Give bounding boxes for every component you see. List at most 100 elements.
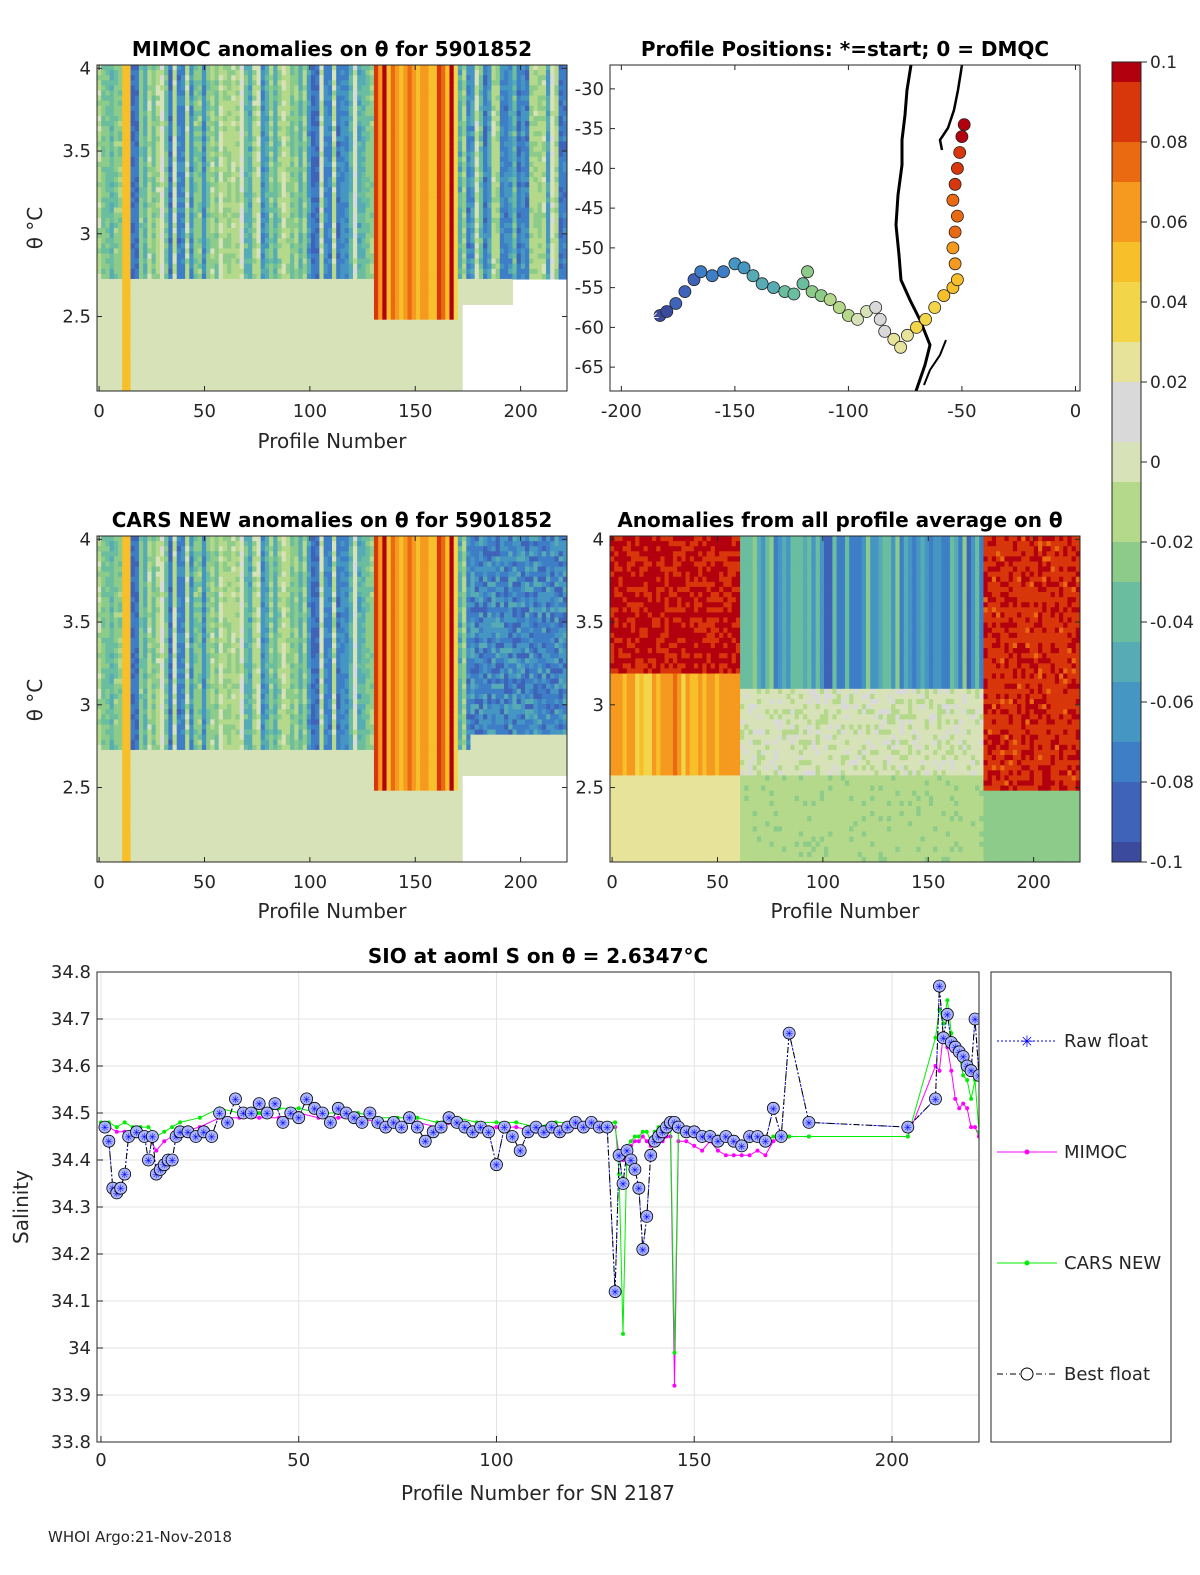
heat-cell [256, 110, 262, 117]
heat-cell [260, 65, 266, 71]
heat-cell [147, 65, 153, 71]
heat-cell [130, 304, 136, 311]
heat-cell [399, 309, 404, 316]
heat-cell [227, 278, 232, 285]
heat-cell [336, 268, 341, 275]
heat-cell [365, 156, 371, 163]
heat-cell [155, 329, 161, 336]
heat-cell [281, 273, 287, 280]
heat-cell [210, 121, 216, 127]
heat-cell [277, 146, 283, 153]
heat-cell [264, 100, 270, 107]
heat-cell [294, 304, 300, 311]
heat-cell [180, 258, 186, 265]
heat-cell [294, 171, 300, 178]
heat-cell [222, 187, 228, 193]
heat-cell [352, 131, 358, 137]
heat-cell [403, 248, 409, 255]
heat-cell [411, 299, 417, 305]
heat-cell [109, 177, 115, 183]
heat-cell [273, 273, 279, 280]
heat-cell [269, 253, 274, 260]
heat-cell [411, 90, 417, 97]
heat-cell [164, 115, 169, 122]
heat-cell [302, 350, 308, 356]
heat-cell [189, 294, 195, 300]
heat-cell [201, 355, 207, 362]
heat-cell [277, 360, 283, 367]
heat-cell [394, 385, 400, 391]
heat-cell [344, 212, 350, 219]
heat-cell [227, 263, 232, 270]
heat-cell [332, 233, 337, 239]
heat-cell [227, 365, 232, 372]
heat-cell [386, 131, 392, 137]
heat-cell [373, 85, 379, 92]
heat-cell [180, 161, 186, 168]
heat-cell [306, 95, 312, 102]
heat-cell [130, 207, 136, 214]
heat-cell [399, 258, 404, 265]
heat-cell [239, 340, 245, 346]
heat-cell [403, 151, 409, 158]
heat-cell [340, 243, 346, 249]
heat-cell [290, 355, 295, 362]
heat-cell [298, 350, 304, 356]
heat-cell [365, 217, 371, 224]
heat-cell [197, 136, 203, 142]
heat-cell [260, 80, 266, 86]
heat-cell [206, 105, 211, 112]
heat-cell [143, 177, 148, 183]
heat-cell [403, 136, 409, 142]
heat-cell [147, 314, 153, 321]
heat-cell [201, 294, 207, 300]
heat-cell [327, 100, 333, 107]
heat-cell [344, 268, 350, 275]
heat-cell [159, 75, 165, 81]
heat-cell [164, 141, 169, 148]
heat-cell [319, 141, 325, 148]
heat-cell [399, 70, 404, 76]
heat-cell [378, 385, 383, 391]
heat-cell [231, 187, 237, 193]
heat-cell [105, 80, 111, 86]
heat-cell [311, 253, 316, 260]
heat-cell [97, 309, 102, 316]
heat-cell [302, 238, 308, 244]
heat-cell [327, 121, 333, 127]
heat-cell [420, 284, 425, 290]
heat-cell [134, 385, 140, 391]
heat-cell [185, 212, 190, 219]
heat-cell [239, 294, 245, 300]
heat-cell [332, 329, 337, 336]
heat-cell [269, 340, 274, 346]
heat-cell [227, 258, 232, 265]
heat-cell [227, 80, 232, 86]
heat-cell [168, 212, 174, 219]
heat-cell [193, 228, 199, 234]
heat-cell [378, 192, 383, 199]
heat-cell [298, 65, 304, 71]
heat-cell [164, 187, 169, 193]
heat-cell [193, 105, 199, 112]
heat-cell [399, 380, 404, 387]
heat-cell [151, 115, 157, 122]
heat-cell [319, 80, 325, 86]
heat-cell [348, 360, 354, 367]
heat-cell [336, 95, 341, 102]
heat-cell [168, 192, 174, 199]
heat-cell [365, 85, 371, 92]
heat-cell [222, 207, 228, 214]
heat-cell [231, 75, 237, 81]
heat-cell [105, 360, 111, 367]
heat-cell [113, 166, 119, 173]
heat-cell [176, 268, 182, 275]
heat-cell [168, 70, 174, 76]
heat-cell [134, 294, 140, 300]
heat-cell [180, 385, 186, 391]
heat-cell [411, 222, 417, 229]
heat-cell [138, 294, 144, 300]
heat-cell [298, 192, 304, 199]
heat-cell [399, 156, 404, 163]
heat-cell [294, 258, 300, 265]
